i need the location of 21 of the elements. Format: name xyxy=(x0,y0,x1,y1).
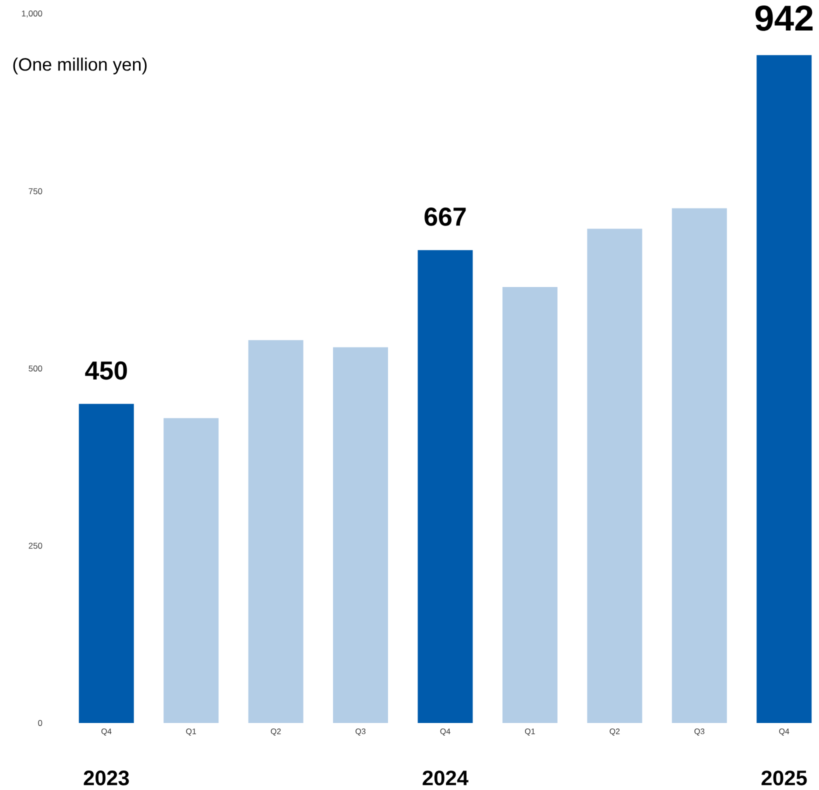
data-label: 450 xyxy=(85,361,127,380)
y-axis-title: (One million yen) xyxy=(13,58,147,74)
bar xyxy=(418,250,473,723)
bar xyxy=(78,404,134,723)
text: 2024 xyxy=(422,770,468,786)
bar xyxy=(587,228,642,723)
text: 2025 xyxy=(762,770,807,786)
bar xyxy=(164,418,219,723)
y-tick-label: 1,000 xyxy=(22,10,42,18)
data-label: 667 xyxy=(424,208,466,226)
bar xyxy=(248,340,304,723)
bar xyxy=(333,347,388,723)
bar xyxy=(502,286,558,723)
y-tick-label: 250 xyxy=(28,542,42,549)
y-tick-label: 0 xyxy=(38,720,42,726)
bar xyxy=(672,208,727,723)
y-tick-label: 750 xyxy=(28,188,42,194)
text: 2023 xyxy=(84,770,129,786)
y-tick-label: 500 xyxy=(28,365,42,372)
data-label: 942 xyxy=(755,6,813,31)
bar xyxy=(756,55,812,723)
